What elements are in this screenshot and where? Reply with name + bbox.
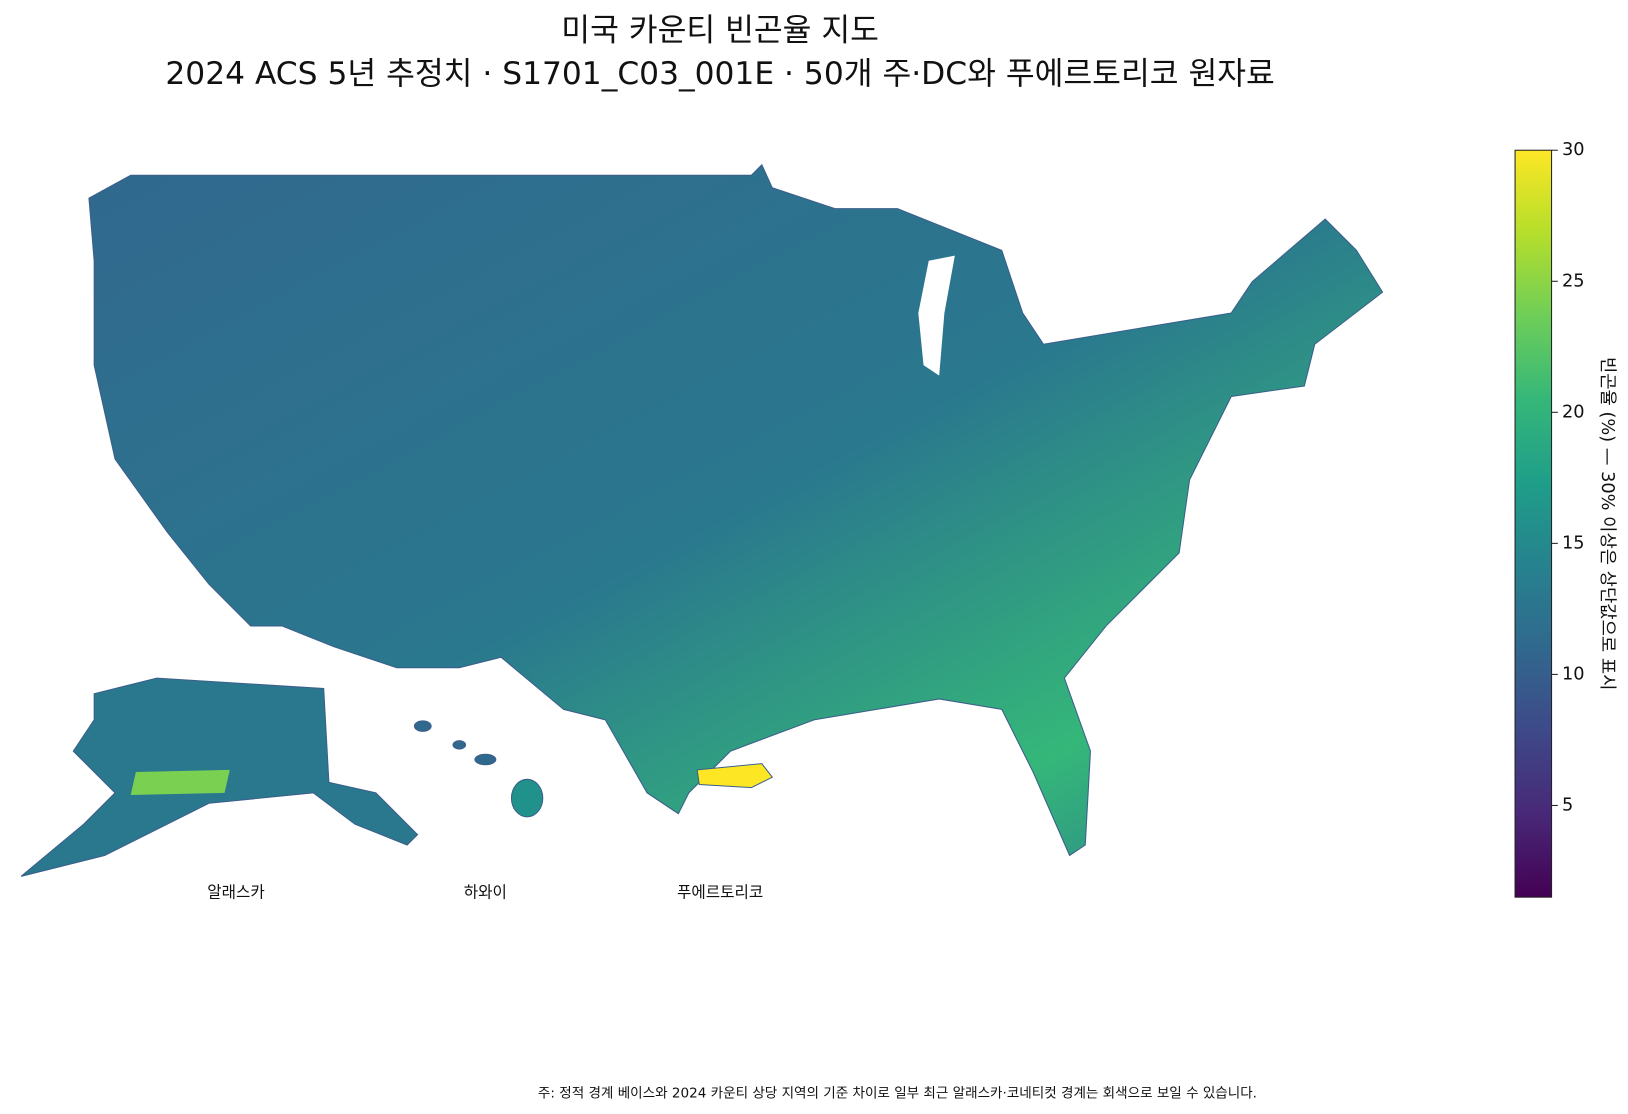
footnote: 주: 정적 경계 베이스와 2024 카운티 상당 지역의 기준 차이로 일부 … [538,1085,1257,1101]
colorbar-label: 빈곤율 (%) — 30% 이상은 상단값으로 표시 [1597,357,1618,690]
map-shapes [20,163,1384,877]
inset-label: 하와이 [464,883,507,902]
colorbar-tick-label: 30 [1562,140,1585,160]
colorbar-tick-label: 10 [1562,664,1585,684]
map-subtitle: 2024 ACS 5년 추정치 · S1701_C03_001E · 50개 주… [165,56,1274,92]
lake-michigan [918,255,955,376]
map-title: 미국 카운티 빈곤율 지도 [561,12,879,48]
contiguous-us [88,163,1384,857]
inset-label: 푸에르토리코 [677,883,763,902]
hawaii [413,720,544,818]
colorbar-gradient [1514,149,1553,898]
colorbar-tick-label: 20 [1562,402,1585,422]
colorbar: 5 10 15 20 25 30 [1514,140,1585,898]
colorbar-tick-label: 15 [1562,533,1585,553]
colorbar-tick-label: 5 [1562,795,1573,815]
colorbar-tick-label: 25 [1562,271,1585,291]
puerto-rico [696,763,774,789]
inset-label: 알래스카 [207,883,265,902]
alaska-band [130,769,230,795]
